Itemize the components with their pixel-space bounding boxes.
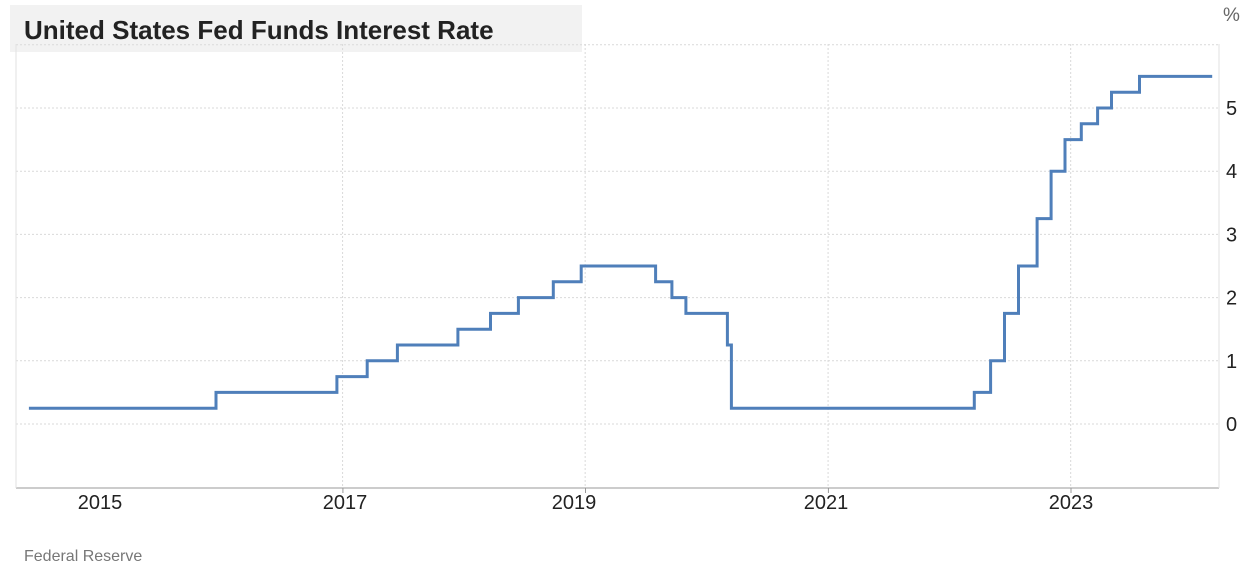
- y-tick-label: 2: [1226, 288, 1237, 310]
- x-tick-label: 2021: [804, 492, 849, 514]
- y-axis-unit: %: [1223, 5, 1240, 26]
- y-tick-label: 1: [1226, 351, 1237, 373]
- series-line: [28, 74, 1213, 410]
- y-tick-label: 5: [1226, 98, 1237, 120]
- x-tick-label: 2019: [552, 492, 597, 514]
- chart-title: United States Fed Funds Interest Rate: [24, 15, 494, 45]
- x-tick-label: 2015: [78, 492, 123, 514]
- x-tick-label: 2017: [323, 492, 368, 514]
- source-label: Federal Reserve: [24, 548, 143, 565]
- title-box: United States Fed Funds Interest Rate: [10, 5, 582, 52]
- y-tick-label: 3: [1226, 224, 1237, 246]
- x-tick-label: 2023: [1049, 492, 1094, 514]
- y-tick-label: 4: [1226, 161, 1237, 183]
- y-tick-label: 0: [1226, 414, 1237, 436]
